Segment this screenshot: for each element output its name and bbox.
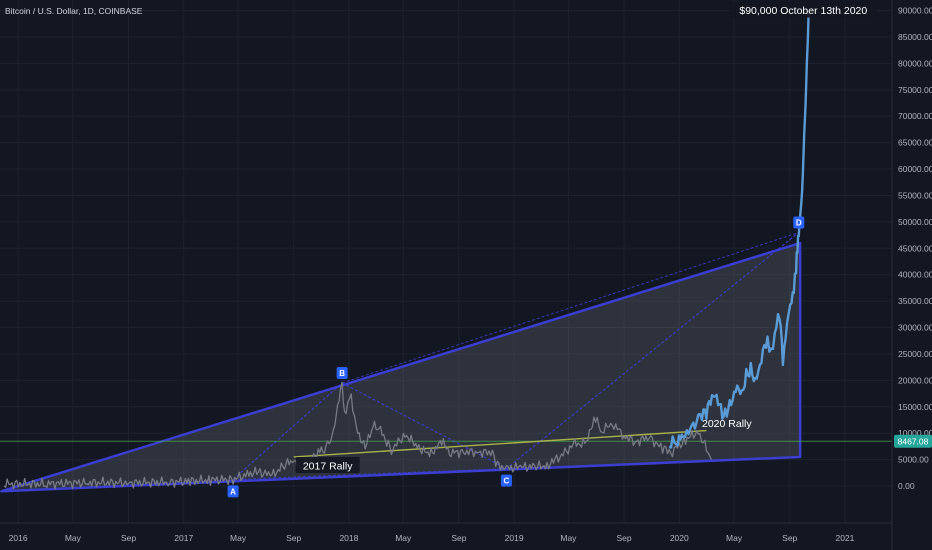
- y-tick-label: 70000.00: [898, 111, 932, 121]
- projected-price-line: [668, 10, 810, 449]
- x-tick-label: Sep: [451, 533, 466, 543]
- y-tick-label: 75000.00: [898, 85, 932, 95]
- point-marker-badge: [500, 474, 512, 487]
- x-tick-label: May: [726, 533, 743, 543]
- x-tick-label: 2017: [174, 533, 193, 543]
- x-tick-label: 2018: [339, 533, 358, 543]
- point-marker-badge: [227, 485, 239, 498]
- y-tick-label: 50000.00: [898, 217, 932, 227]
- annotation-label[interactable]: 2020 Rally: [702, 418, 752, 430]
- grid-lines: [0, 0, 892, 523]
- point-marker-label: A: [230, 487, 236, 496]
- y-tick-label: 85000.00: [898, 32, 932, 42]
- current-price-badge: [894, 434, 932, 448]
- rally-trendline: [293, 429, 707, 458]
- point-marker-label: B: [339, 369, 345, 378]
- y-tick-label: 65000.00: [898, 138, 932, 148]
- x-tick-label: Sep: [782, 533, 797, 543]
- price-axis[interactable]: 0.00 5000.00 10000.00 15000.00 20000.00 25000…: [891, 0, 932, 550]
- annotation-background: [729, 1, 878, 18]
- point-marker-label: D: [796, 218, 802, 227]
- x-tick-label: 2021: [835, 533, 854, 543]
- y-tick-label: 90000.00: [898, 6, 932, 16]
- x-tick-label: Sep: [286, 533, 301, 543]
- point-marker-badge: [336, 367, 348, 380]
- point-marker-label: C: [504, 477, 510, 486]
- point-marker-a[interactable]: A: [227, 485, 239, 498]
- annotation-text: $90,000 October 13th 2020: [739, 5, 867, 17]
- abcd-diagonal-bd: [341, 231, 799, 384]
- y-tick-label: 10000.00: [898, 428, 932, 438]
- x-tick-label: 2019: [505, 533, 524, 543]
- point-marker-d[interactable]: D: [793, 216, 805, 229]
- annotations[interactable]: $90,000 October 13th 2020 2017 Rally 2020 …: [295, 1, 878, 473]
- point-marker-badge: [793, 216, 805, 229]
- y-tick-label: 60000.00: [898, 164, 932, 174]
- annotation-text: 2020 Rally: [702, 418, 752, 430]
- symbol-title: Bitcoin / U.S. Dollar, 1D, COINBASE: [5, 6, 143, 16]
- point-marker-c[interactable]: C: [500, 474, 512, 487]
- annotation-label[interactable]: $90,000 October 13th 2020: [729, 1, 878, 18]
- historical-price-line: [3, 381, 712, 490]
- time-axis[interactable]: 2016 May Sep 2017 May Sep 2018 May Sep 2019 May Sep…: [0, 522, 892, 543]
- y-tick-label: 55000.00: [898, 190, 932, 200]
- y-tick-label: 5000.00: [898, 455, 929, 465]
- price-series: [3, 10, 810, 490]
- x-tick-label: 2020: [670, 533, 689, 543]
- y-tick-label: 25000.00: [898, 349, 932, 359]
- point-marker-b[interactable]: B: [336, 367, 348, 380]
- annotation-background: [295, 456, 360, 473]
- y-tick-label: 45000.00: [898, 243, 932, 253]
- point-markers[interactable]: A B C D: [227, 216, 805, 498]
- current-price-label[interactable]: 8467.08: [894, 434, 932, 448]
- annotation-text: 2017 Rally: [303, 460, 353, 472]
- abcd-diagonal-ac: [233, 468, 507, 480]
- y-tick-label: 80000.00: [898, 58, 932, 68]
- y-tick-label: 40000.00: [898, 270, 932, 280]
- y-tick-label: 20000.00: [898, 375, 932, 385]
- x-tick-label: May: [230, 533, 247, 543]
- y-tick-label: 0.00: [898, 481, 915, 491]
- x-tick-label: May: [395, 533, 412, 543]
- y-tick-label: 30000.00: [898, 323, 932, 333]
- current-price-text: 8467.08: [898, 436, 929, 446]
- y-tick-label: 15000.00: [898, 402, 932, 412]
- x-tick-label: May: [560, 533, 577, 543]
- abcd-pattern-legs: [232, 231, 800, 480]
- x-tick-label: May: [65, 533, 82, 543]
- x-tick-label: 2016: [9, 533, 28, 543]
- annotation-label[interactable]: 2017 Rally: [295, 456, 360, 473]
- y-tick-label: 35000.00: [898, 296, 932, 306]
- x-tick-label: Sep: [617, 533, 632, 543]
- x-tick-label: Sep: [121, 533, 136, 543]
